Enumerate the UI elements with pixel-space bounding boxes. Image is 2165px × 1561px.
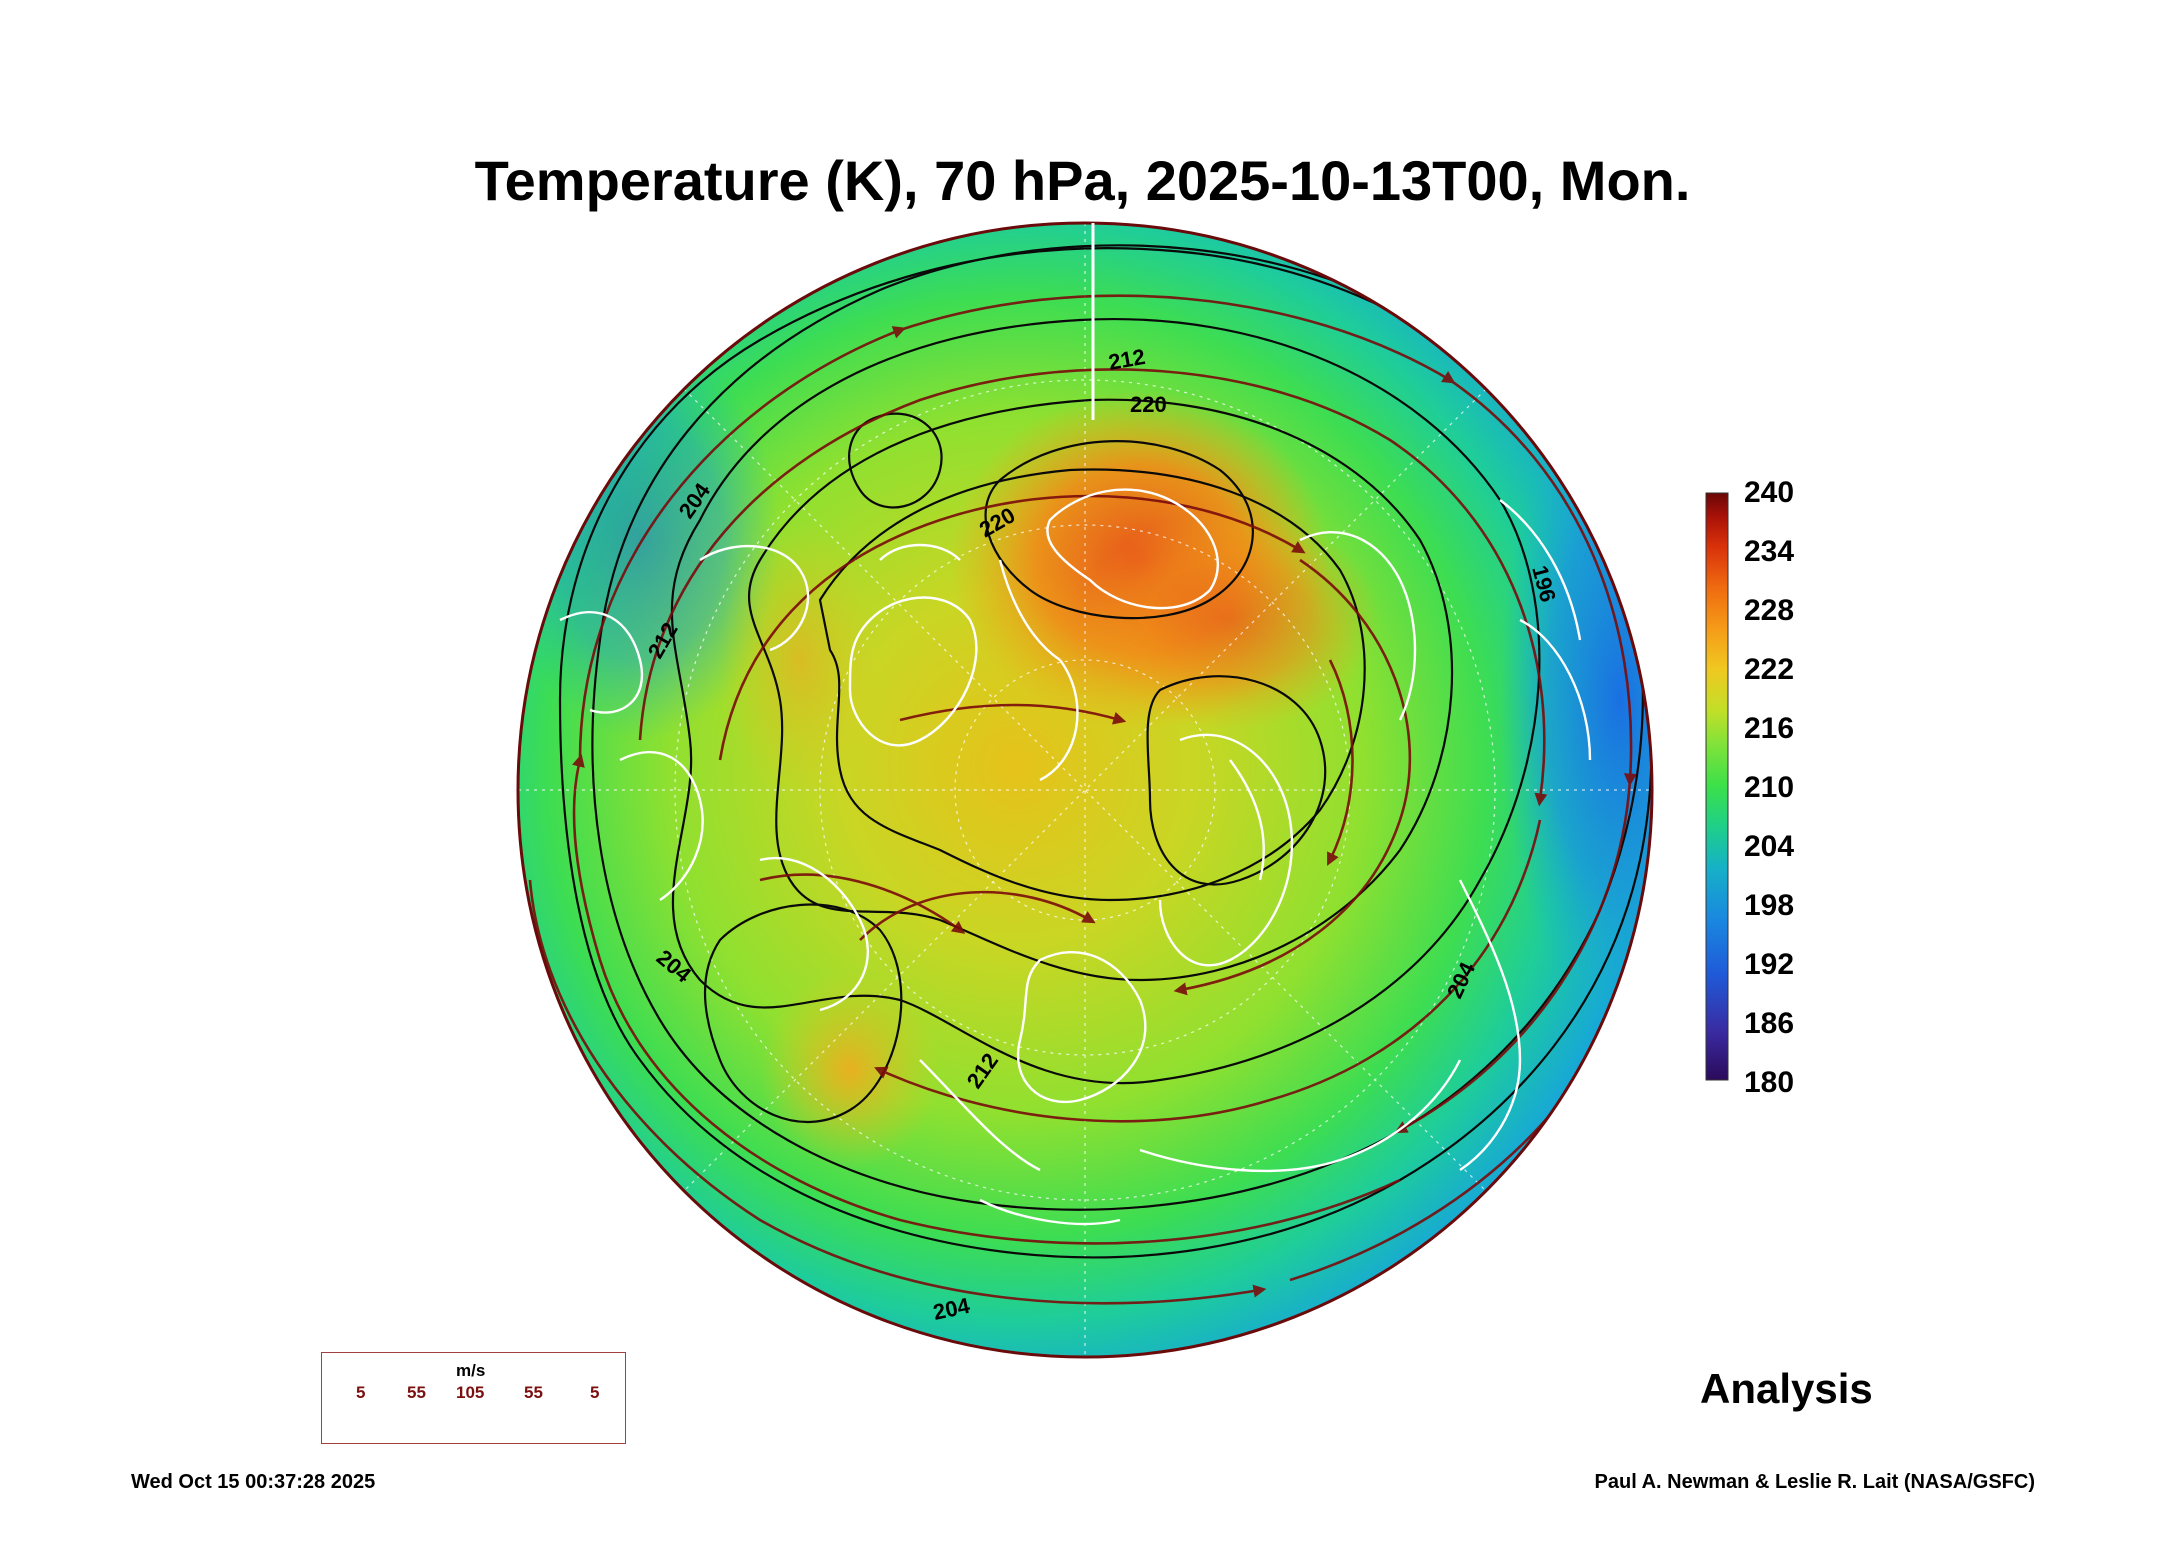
credit-line: Paul A. Newman & Leslie R. Lait (NASA/GS…: [1594, 1471, 2035, 1493]
wind-legend-speed: 55: [407, 1383, 426, 1402]
colorbar-tick-label: 186: [1744, 1007, 1795, 1040]
analysis-label: Analysis: [1700, 1365, 1873, 1412]
wind-streamlines: [528, 294, 1637, 1305]
colorbar-tick-label: 192: [1744, 948, 1795, 981]
map-title: Temperature (K), 70 hPa, 2025-10-13T00, …: [474, 149, 1691, 212]
wind-legend-speed: 5: [590, 1383, 600, 1402]
contour-label: 220: [1130, 392, 1167, 417]
wind-legend-speed: 5: [356, 1383, 366, 1402]
temperature-field: 212 220 220 204 212 196 204 204 212 204: [518, 223, 1652, 1357]
colorbar-tick-label: 210: [1744, 771, 1795, 804]
colorbar-tick-label: 204: [1744, 830, 1795, 863]
wind-legend-unit: m/s: [456, 1361, 486, 1380]
wind-speed-legend: m/s 5 55 105 55 5: [321, 1352, 626, 1444]
coastlines: [559, 488, 1592, 1226]
map-boundary: [516, 221, 1654, 1359]
wind-legend-speed: 105: [456, 1383, 485, 1402]
wind-legend-speed: 55: [524, 1383, 543, 1402]
colorbar-tick-label: 240: [1744, 476, 1795, 509]
colorbar-tick-label: 228: [1744, 594, 1795, 627]
colorbar-tick-label: 198: [1744, 889, 1795, 922]
colorbar: [1705, 492, 1729, 1081]
colorbar-tick-label: 216: [1744, 712, 1795, 745]
timestamp: Wed Oct 15 00:37:28 2025: [131, 1471, 376, 1493]
colorbar-tick-label: 180: [1744, 1066, 1795, 1099]
colorbar-tick-label: 234: [1744, 535, 1795, 568]
colorbar-tick-label: 222: [1744, 653, 1795, 686]
